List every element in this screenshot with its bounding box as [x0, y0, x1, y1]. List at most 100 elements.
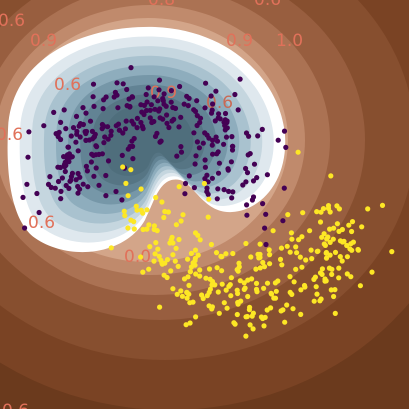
point-class-0 [161, 91, 167, 97]
point-class-1 [313, 284, 319, 290]
point-class-1 [311, 298, 317, 304]
point-class-1 [219, 281, 225, 287]
point-class-1 [314, 291, 320, 297]
point-class-0 [230, 143, 236, 149]
point-class-0 [177, 83, 183, 90]
point-class-0 [75, 148, 81, 154]
point-class-0 [138, 119, 144, 126]
point-class-1 [157, 304, 163, 310]
point-class-0 [152, 133, 159, 139]
contour-label: 0.6 [28, 213, 55, 233]
point-class-1 [261, 264, 268, 270]
point-class-1 [230, 250, 236, 257]
point-class-0 [80, 121, 86, 128]
point-class-0 [158, 138, 164, 144]
point-class-1 [267, 261, 273, 267]
point-class-1 [260, 259, 266, 266]
point-class-0 [26, 129, 32, 135]
point-class-0 [160, 98, 166, 104]
point-class-1 [144, 207, 150, 213]
point-class-1 [121, 208, 127, 214]
point-class-1 [280, 307, 286, 313]
point-class-1 [158, 257, 164, 263]
point-class-0 [210, 101, 216, 107]
point-class-1 [337, 254, 343, 260]
point-class-1 [291, 279, 297, 285]
point-class-0 [225, 166, 231, 172]
point-class-1 [272, 295, 279, 301]
point-class-0 [194, 98, 200, 104]
point-class-0 [208, 93, 214, 99]
point-class-1 [185, 274, 191, 280]
point-class-1 [294, 250, 300, 256]
point-class-1 [314, 248, 320, 254]
point-class-0 [88, 159, 94, 165]
point-class-0 [202, 105, 208, 111]
point-class-1 [332, 249, 339, 255]
point-class-1 [266, 247, 272, 253]
point-class-0 [240, 182, 246, 188]
point-class-0 [59, 175, 65, 181]
point-class-1 [336, 228, 342, 234]
point-class-0 [140, 126, 146, 132]
point-class-1 [336, 265, 342, 271]
point-class-0 [259, 126, 265, 132]
point-class-1 [197, 273, 203, 279]
point-class-1 [140, 210, 146, 216]
point-class-1 [195, 232, 201, 238]
point-class-1 [147, 244, 153, 250]
point-class-1 [268, 305, 274, 311]
point-class-1 [175, 263, 181, 269]
point-class-0 [83, 137, 89, 143]
point-class-0 [73, 113, 80, 119]
point-class-0 [222, 122, 228, 129]
point-class-0 [113, 123, 119, 129]
point-class-1 [241, 286, 247, 292]
point-class-1 [173, 245, 179, 251]
point-class-0 [85, 184, 91, 190]
point-class-1 [253, 280, 260, 286]
point-class-1 [172, 258, 178, 264]
point-class-1 [228, 293, 234, 299]
point-class-1 [250, 310, 256, 316]
point-class-0 [260, 201, 266, 207]
point-class-0 [197, 119, 203, 126]
point-class-0 [178, 114, 184, 120]
point-class-0 [101, 97, 107, 103]
point-class-1 [318, 209, 324, 215]
point-class-0 [120, 81, 126, 87]
point-class-1 [216, 310, 222, 316]
point-class-0 [80, 181, 86, 187]
point-class-1 [272, 280, 278, 286]
contour-label: 0.0 [124, 247, 151, 267]
point-class-1 [219, 268, 225, 274]
point-class-1 [219, 254, 225, 260]
point-class-1 [178, 218, 184, 224]
point-class-0 [115, 105, 121, 111]
point-class-1 [321, 241, 327, 247]
point-class-0 [263, 211, 269, 217]
point-class-0 [51, 109, 57, 115]
point-class-1 [228, 275, 234, 281]
point-class-0 [203, 80, 209, 86]
point-class-1 [168, 268, 174, 274]
point-class-1 [262, 314, 268, 320]
point-class-0 [224, 118, 230, 124]
point-class-0 [155, 98, 161, 104]
point-class-1 [327, 226, 333, 232]
point-class-1 [174, 291, 180, 297]
point-class-1 [173, 222, 179, 228]
point-class-0 [228, 159, 234, 165]
point-class-0 [168, 99, 174, 105]
point-class-0 [83, 163, 89, 169]
point-class-0 [145, 85, 151, 91]
point-class-0 [254, 175, 260, 181]
point-class-0 [226, 188, 232, 194]
point-class-1 [125, 193, 131, 199]
point-class-1 [288, 230, 294, 236]
point-class-1 [188, 250, 194, 256]
point-class-0 [209, 142, 215, 148]
point-class-1 [328, 287, 334, 293]
point-class-1 [349, 219, 356, 225]
point-class-1 [153, 240, 159, 246]
